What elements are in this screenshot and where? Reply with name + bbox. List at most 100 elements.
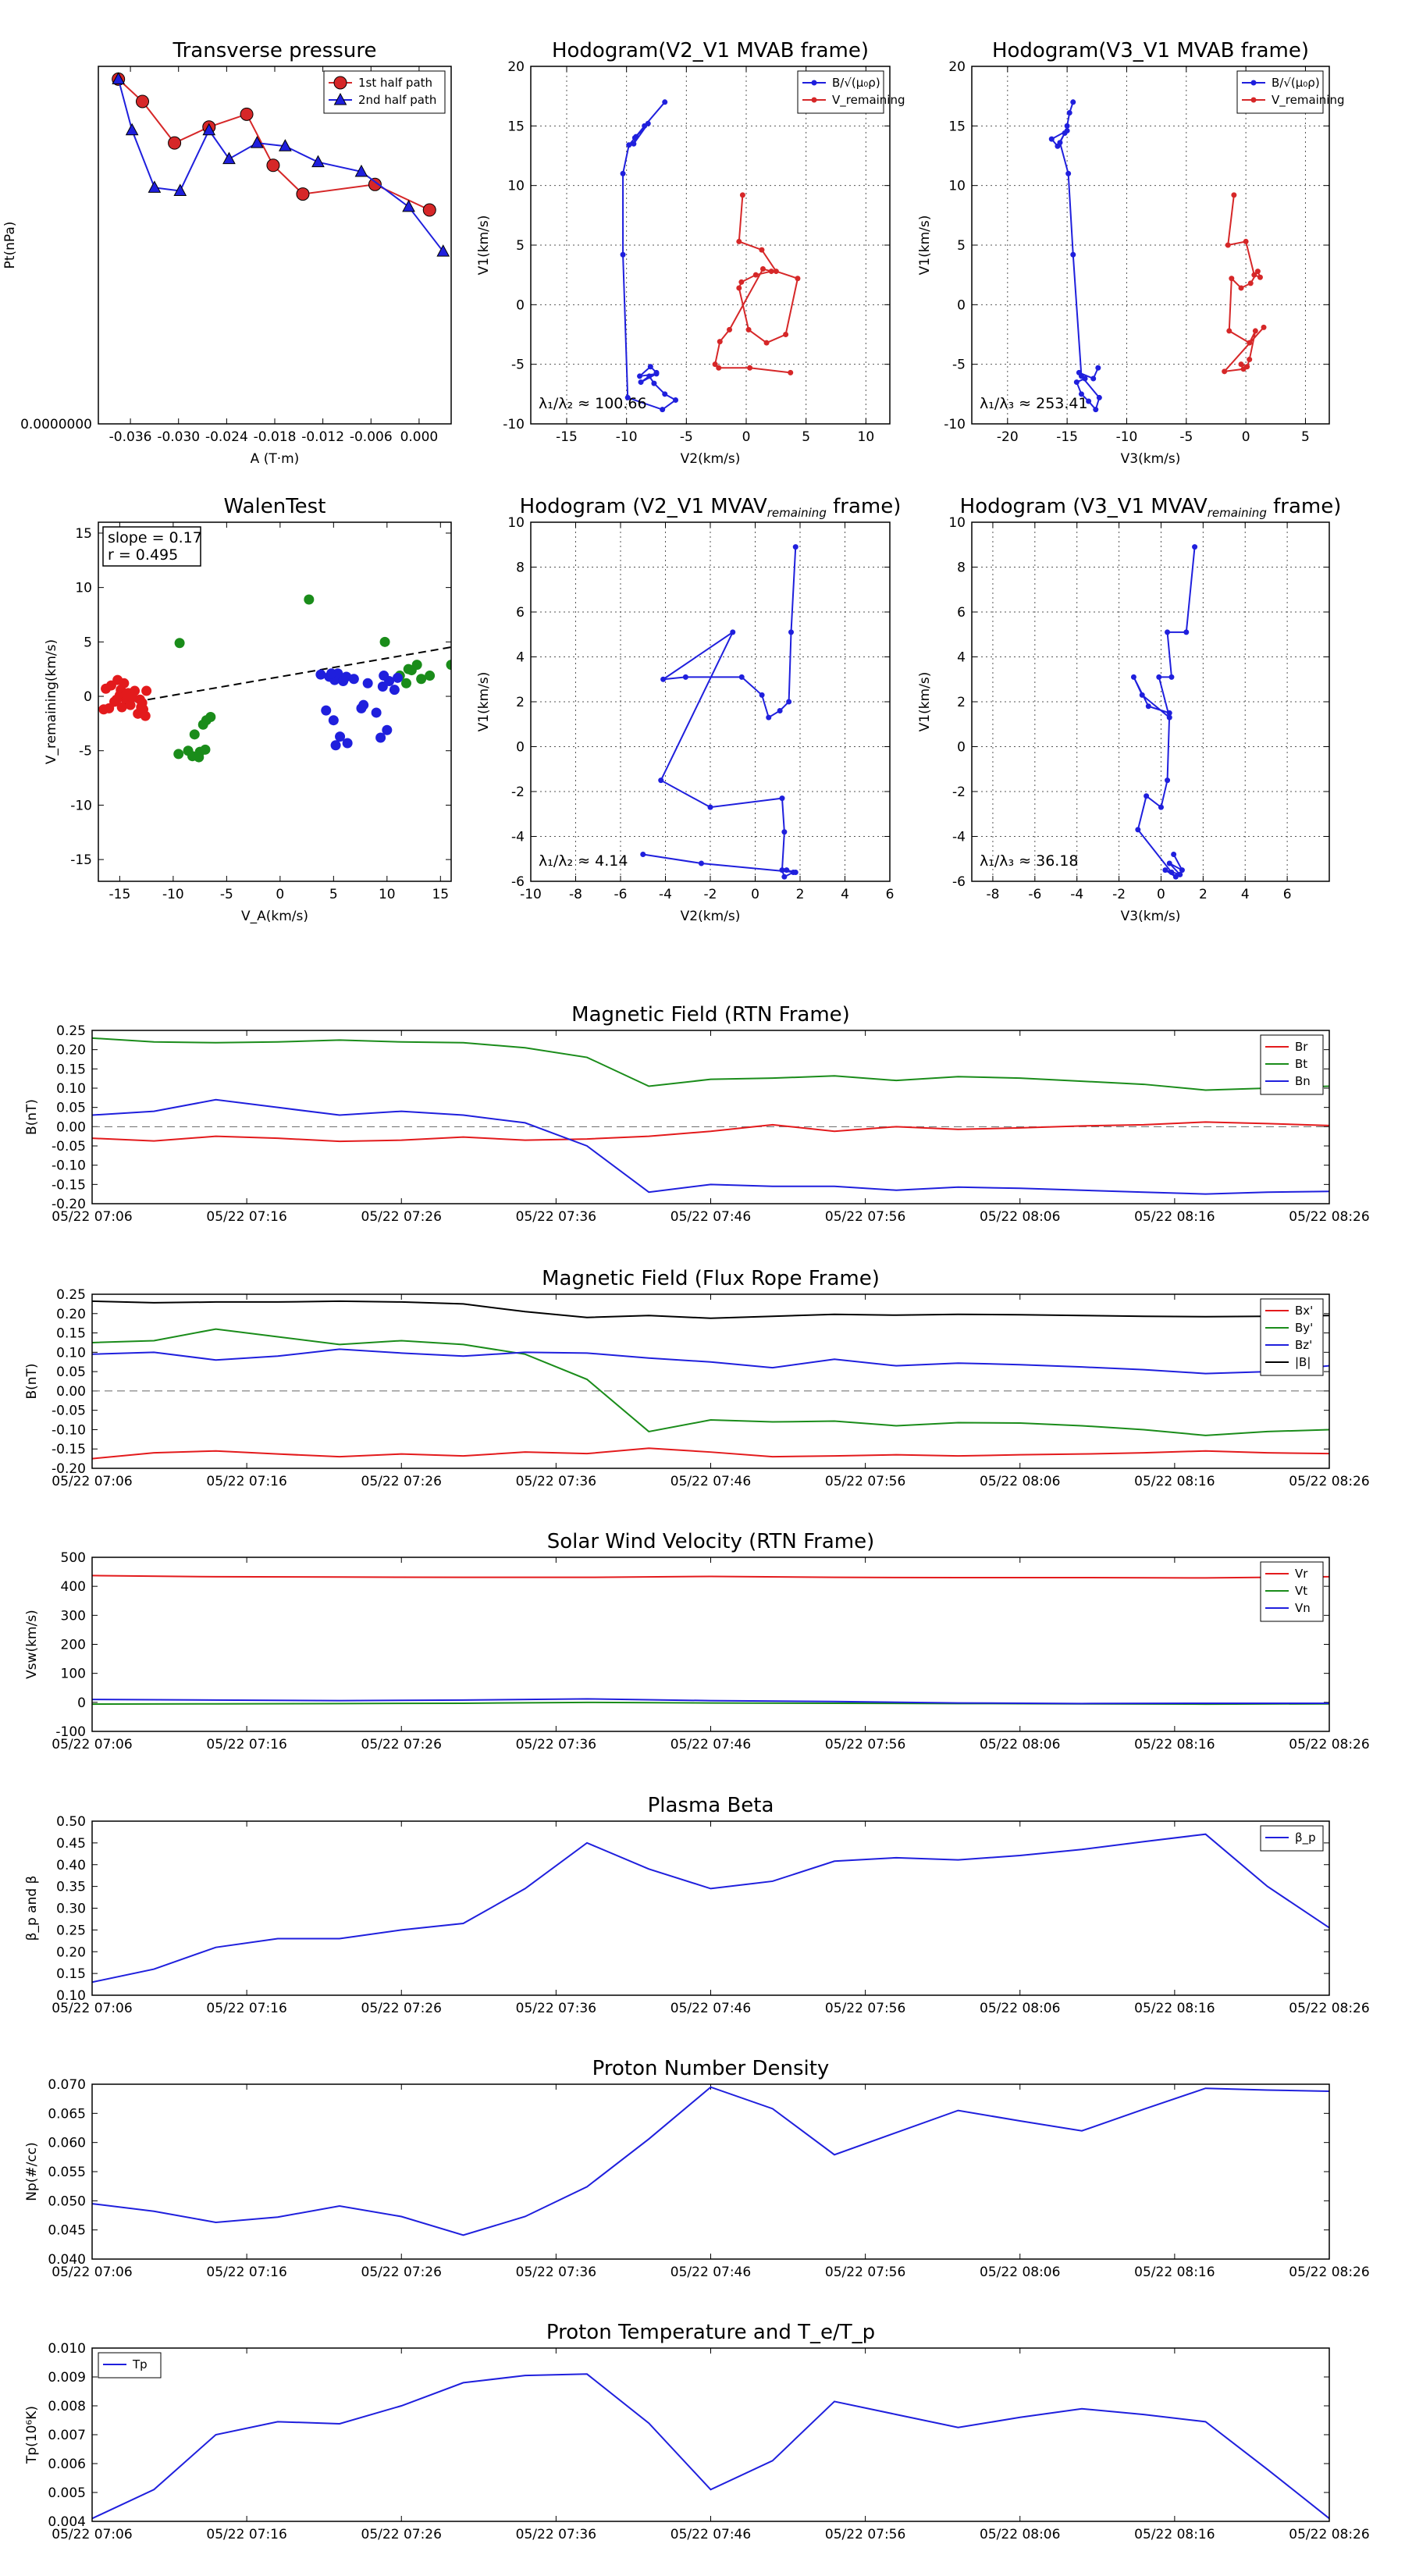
y-tick-label: 0.00	[56, 1384, 86, 1400]
x-tick-label: -10	[162, 887, 184, 902]
x-tick-label: 05/22 08:26	[1289, 2527, 1369, 2542]
x-tick-label: 05/22 07:06	[52, 1737, 132, 1752]
x-tick-label: 05/22 07:36	[516, 1737, 596, 1752]
chart-title: Proton Temperature and T_e/T_p	[546, 2321, 875, 2344]
y-tick-label: -0.20	[52, 1197, 86, 1212]
y-tick-label: -6	[511, 874, 525, 890]
series-tp-1-point	[279, 139, 292, 151]
series-tp-0-point	[168, 136, 182, 150]
y-tick-label: 0.25	[56, 1923, 86, 1938]
series-h4-0-point	[1130, 674, 1136, 680]
x-tick-label: 05/22 07:26	[361, 2001, 442, 2016]
x-tick-label: 05/22 07:46	[670, 1737, 751, 1752]
stats-text: slope = 0.17	[108, 529, 202, 546]
x-tick-label: 05/22 07:46	[670, 1209, 751, 1225]
y-tick-label: 0.15	[56, 1966, 86, 1982]
chart-title: Hodogram(V3_V1 MVAB frame)	[992, 39, 1309, 62]
series-h2-0-point	[1066, 110, 1072, 116]
series-h4-0-point	[1183, 629, 1190, 635]
series-h2-1-point	[1247, 357, 1253, 363]
y-tick-label: 0.070	[48, 2077, 86, 2093]
x-tick-label: 2	[1199, 887, 1208, 902]
chart-title: Magnetic Field (RTN Frame)	[571, 1003, 850, 1026]
series-wt-1-point	[201, 715, 212, 726]
x-tick-label: 05/22 08:06	[980, 1474, 1060, 1489]
y-tick-label: 8	[957, 560, 966, 576]
series-h3-0-point	[779, 867, 785, 873]
series-wt-0-point	[116, 702, 127, 713]
series-h4-0-point	[1177, 871, 1183, 877]
y-tick-label: 0.25	[56, 1287, 86, 1303]
series-tp-1-point	[436, 244, 450, 257]
series-h1-1-point	[727, 326, 733, 333]
series-h1-0-point	[633, 133, 639, 140]
x-tick-label: 05/22 07:16	[206, 1737, 286, 1752]
plot-area	[620, 99, 801, 413]
series-wt-1-point	[379, 636, 390, 647]
stats-box	[102, 526, 201, 567]
series-h3-0-point	[781, 829, 788, 835]
x-tick-label: -0.012	[301, 429, 344, 445]
series-wt-1-point	[200, 744, 211, 755]
legend-label: β_p	[1295, 1831, 1316, 1845]
chart-sw: Solar Wind Velocity (RTN Frame) 05/22 07:…	[24, 1530, 1370, 1752]
series-h1-0-point	[638, 379, 644, 386]
x-tick-label: -6	[1028, 887, 1041, 902]
series-h1-1-line	[714, 194, 799, 374]
plot-area	[640, 544, 799, 880]
chart-title: WalenTest	[224, 495, 326, 518]
y-tick-label: 0.20	[56, 1043, 86, 1059]
y-tick-label: 0.10	[56, 1345, 86, 1361]
x-tick-label: 05/22 07:26	[361, 2527, 442, 2542]
series-h2-0-point	[1078, 391, 1084, 397]
series-h1-0-point	[620, 251, 626, 258]
series-wt-1-point	[446, 660, 451, 671]
series-h3-0-point	[682, 674, 688, 680]
y-tick-label: 0.065	[48, 2106, 86, 2122]
series-pnd-0-line	[92, 2086, 1329, 2236]
y-tick-label: 0	[77, 1695, 86, 1711]
y-tick-label: 4	[957, 650, 966, 666]
x-tick-label: 05/22 07:36	[516, 2265, 596, 2280]
series-h4-0-point	[1168, 674, 1175, 680]
y-tick-label: 10	[507, 179, 525, 194]
x-tick-label: 0.000	[400, 429, 439, 445]
series-h2-0-point	[1070, 99, 1076, 105]
series-h1-0-point	[651, 380, 657, 386]
y-axis-label: Pt(nPa)	[2, 222, 18, 269]
chart-h2: Hodogram(V3_V1 MVAB frame) -20 -15 -10 -5 0 5 -…	[917, 39, 1345, 467]
series-wt-2-point	[362, 678, 373, 688]
x-tick-label: 6	[886, 887, 895, 902]
series-wt-1-point	[411, 660, 422, 671]
y-tick-label: 0	[84, 689, 92, 705]
y-tick-label: -6	[952, 874, 966, 890]
series-h3-0-point	[784, 867, 790, 873]
x-tick-label: 05/22 07:06	[52, 1474, 132, 1489]
y-tick-label: -10	[503, 417, 525, 432]
plot-frame	[98, 66, 452, 425]
series-tp-1-point	[402, 199, 415, 212]
series-h4-0-point	[1172, 873, 1179, 880]
y-tick-label: 0.10	[56, 1081, 86, 1097]
series-h1-0-point	[662, 391, 668, 397]
series-wt-0-point	[140, 710, 151, 721]
legend-marker	[1250, 80, 1257, 86]
y-axis-label: B(nT)	[24, 1363, 40, 1399]
series-h4-0-point	[1165, 629, 1171, 635]
x-tick-label: 05/22 08:26	[1289, 2001, 1369, 2016]
x-tick-label: 05/22 07:16	[206, 1209, 286, 1225]
series-h1-1-point	[712, 361, 718, 368]
plot-frame	[91, 1557, 1330, 1732]
plot-frame	[91, 2347, 1330, 2522]
legend-box	[1236, 70, 1324, 114]
series-h2-0-point	[1082, 375, 1088, 382]
series-h1-1-point	[783, 332, 789, 337]
series-h4-0-point	[1168, 870, 1175, 875]
series-wt-2-point	[348, 674, 359, 685]
x-axis-label: V2(km/s)	[681, 451, 741, 467]
plot-frame	[530, 521, 891, 882]
series-tp-1-point	[148, 180, 162, 193]
series-wt-2-point	[358, 699, 369, 710]
x-tick-label: 05/22 07:36	[516, 1474, 596, 1489]
